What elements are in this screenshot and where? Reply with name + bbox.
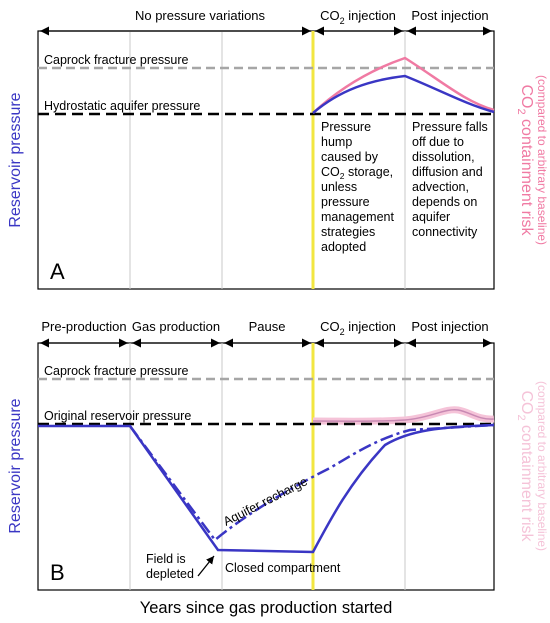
panel-b: Pre-production Gas production Pause CO2 … [7, 319, 549, 591]
panel-a-phase-no-variation: No pressure variations [135, 8, 266, 23]
panel-a-phase-co2-injection: CO2 injection [320, 8, 396, 26]
panel-a-risk-curve [312, 56, 495, 114]
panel-b-phase-pre-production: Pre-production [41, 319, 126, 334]
panel-b-phase-pause: Pause [249, 319, 286, 334]
panel-a-caprock-label: Caprock fracture pressure [44, 53, 189, 67]
note-line: Pressure [321, 120, 371, 134]
panel-b-phase-gas-production: Gas production [132, 319, 220, 334]
panel-a-left-axis-label: Reservoir pressure [7, 92, 24, 227]
note-line: dissolution, [412, 150, 475, 164]
panel-a-hydrostatic-label: Hydrostatic aquifer pressure [44, 99, 200, 113]
note-line: pressure [321, 195, 370, 209]
panel-a-pressure-curve [312, 74, 495, 114]
panel-b-original-pressure-label: Original reservoir pressure [44, 409, 191, 423]
panel-a-letter: A [50, 259, 65, 284]
panel-a-right-axis-label: CO2 containment risk [515, 84, 535, 236]
note-line: hump [321, 135, 352, 149]
panel-b-caprock-label: Caprock fracture pressure [44, 364, 189, 378]
note-line: CO2 storage, [321, 165, 393, 181]
panel-a-right-axis-sublabel: (compared to arbitrary baseline) [535, 75, 549, 245]
panel-b-aquifer-recharge-label: Aquifer recharge [221, 474, 310, 528]
panel-b-closed-compartment-label: Closed compartment [225, 561, 341, 575]
note-line: management [321, 210, 394, 224]
panel-a-note-post: Pressure falls off due to dissolution, d… [412, 120, 488, 239]
note-line: off due to [412, 135, 464, 149]
note-line: connectivity [412, 225, 478, 239]
panel-b-right-axis-sublabel: (compared to arbitrary baseline) [535, 381, 549, 551]
panel-b-pressure-aquifer-recharge [128, 423, 495, 542]
panel-b-field-depleted-label: Field is depleted [146, 552, 194, 581]
note-line: unless [321, 180, 357, 194]
panel-b-right-axis-label: CO2 containment risk [515, 390, 535, 542]
panel-a: No pressure variations CO2 injection Pos… [7, 8, 549, 290]
note-line: advection, [412, 180, 469, 194]
panel-b-phase-post-injection: Post injection [411, 319, 488, 334]
panel-b-phase-co2-injection: CO2 injection [320, 319, 396, 337]
note-line: adopted [321, 240, 366, 254]
note-line: caused by [321, 150, 379, 164]
panel-a-note-injection: Pressure hump caused by CO2 storage, unl… [321, 120, 394, 254]
panel-b-risk-curve-core [312, 409, 495, 422]
note-line: depends on [412, 195, 477, 209]
note-line: aquifer [412, 210, 450, 224]
x-axis-label: Years since gas production started [140, 599, 393, 617]
panel-b-depleted-arrow [197, 555, 215, 577]
note-line: Pressure falls [412, 120, 488, 134]
note-line: diffusion and [412, 165, 483, 179]
note-line: strategies [321, 225, 375, 239]
panel-b-left-axis-label: Reservoir pressure [7, 398, 24, 533]
panel-b-letter: B [50, 560, 65, 585]
panel-b-pressure-closed-compartment [38, 423, 495, 554]
panel-a-phase-post-injection: Post injection [411, 8, 488, 23]
